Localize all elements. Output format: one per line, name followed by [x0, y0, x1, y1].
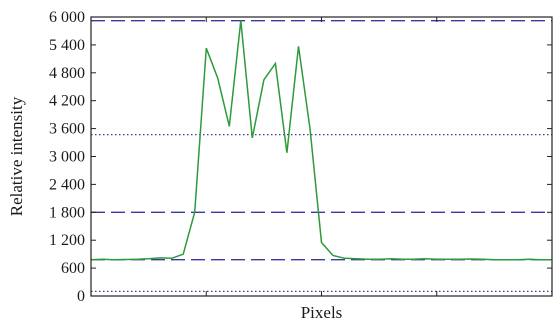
- series-layer: [90, 20, 552, 261]
- y-tick-label: 2 400: [49, 176, 85, 193]
- y-tick-label: 6 000: [49, 9, 85, 26]
- y-tick-label: 1 800: [49, 204, 85, 221]
- y-tick-label: 600: [61, 260, 85, 277]
- series-line-0: [90, 20, 552, 261]
- x-axis-label: Pixels: [301, 303, 343, 322]
- y-tick-label: 3 600: [49, 121, 85, 138]
- x-axis-ticks: [205, 17, 553, 296]
- plot-frame: [90, 16, 553, 297]
- reference-lines: [91, 20, 552, 293]
- y-axis-ticks: 0 600 1 200 1 800 2 400 3 000 3 600 4 200 4 800 5…: [49, 9, 552, 305]
- y-tick-label: 3 000: [49, 149, 85, 166]
- y-tick-label: 5 400: [49, 37, 85, 54]
- y-tick-label: 4 800: [49, 65, 85, 82]
- y-axis-label: Relative intensity: [7, 96, 26, 216]
- y-tick-label: 0: [77, 288, 85, 305]
- y-tick-label: 4 200: [49, 93, 85, 110]
- y-tick-label: 1 200: [49, 232, 85, 249]
